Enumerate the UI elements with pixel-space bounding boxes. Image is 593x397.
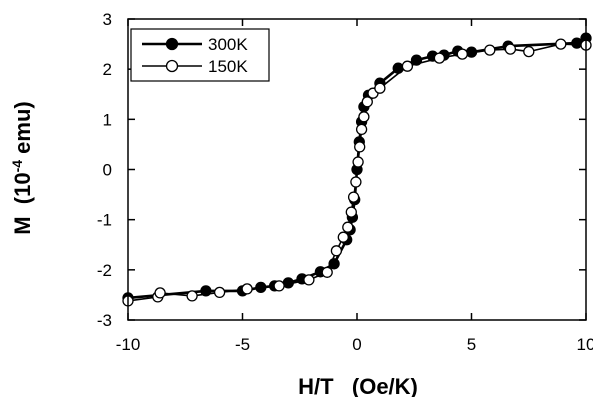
data-point-150k-18 [358, 111, 370, 123]
y-tick-label: 0 [103, 161, 112, 180]
data-point-150k-14 [350, 176, 362, 188]
data-point-300k-26 [571, 37, 583, 49]
data-point-150k-25 [484, 44, 496, 56]
data-point-150k-24 [456, 48, 468, 60]
data-point-300k-24 [465, 46, 478, 58]
legend: 300K 150K [130, 28, 270, 82]
y-tick-label: -1 [97, 211, 112, 230]
legend-marker-150k [165, 59, 179, 73]
data-point-150k-28 [555, 38, 567, 50]
data-point-150k-26 [504, 43, 517, 55]
data-point-150k-2 [154, 287, 166, 299]
y-axis-label-unit: emu) [10, 101, 35, 160]
y-axis-label-main: M (10 [10, 172, 35, 234]
data-point-300k-19 [392, 62, 404, 74]
y-axis-label-exponent: -4 [9, 160, 25, 173]
data-point-150k-13 [347, 191, 360, 203]
data-point-300k-20 [410, 54, 423, 66]
data-point-150k-22 [401, 60, 414, 72]
y-tick-label: -2 [97, 261, 112, 280]
data-point-300k-8 [328, 258, 340, 270]
data-point-150k-11 [342, 221, 354, 233]
legend-label-150k: 150K [208, 57, 248, 76]
data-point-150k-23 [433, 52, 446, 64]
data-point-300k-3 [255, 281, 267, 294]
data-point-150k-7 [303, 274, 315, 286]
data-point-150k-6 [273, 280, 285, 292]
legend-box [130, 28, 270, 82]
data-point-150k-27 [523, 45, 535, 58]
data-point-300k-5 [282, 277, 294, 289]
data-point-150k-8 [321, 266, 333, 278]
x-tick-label: 5 [467, 335, 476, 354]
data-point-300k-1 [200, 285, 212, 297]
data-point-150k-3 [186, 290, 198, 302]
y-tick-label: -3 [97, 311, 112, 330]
data-point-150k-21 [374, 82, 386, 94]
data-point-150k-19 [361, 96, 373, 108]
data-point-150k-4 [213, 286, 226, 299]
x-tick-label: 0 [352, 335, 361, 354]
plot-area [122, 32, 592, 307]
data-point-150k-12 [345, 206, 357, 218]
data-point-150k-16 [354, 141, 366, 153]
x-tick-label: -10 [116, 335, 141, 354]
legend-label-300k: 300K [208, 35, 248, 54]
y-tick-label: 3 [103, 10, 112, 29]
y-axis-label: M (10-4 emu) [9, 101, 35, 235]
x-tick-label: -5 [235, 335, 250, 354]
x-tick-label: 10 [577, 335, 593, 354]
data-point-150k-5 [241, 283, 253, 295]
data-point-150k-15 [352, 156, 364, 168]
y-tick-label: 2 [103, 60, 112, 79]
data-point-150k-10 [337, 231, 349, 243]
x-axis-label: H/T (Oe/K) [298, 374, 418, 397]
data-point-150k-9 [330, 245, 343, 257]
data-point-150k-17 [355, 123, 368, 136]
y-tick-label: 1 [103, 110, 112, 129]
legend-marker-300k [165, 37, 179, 51]
